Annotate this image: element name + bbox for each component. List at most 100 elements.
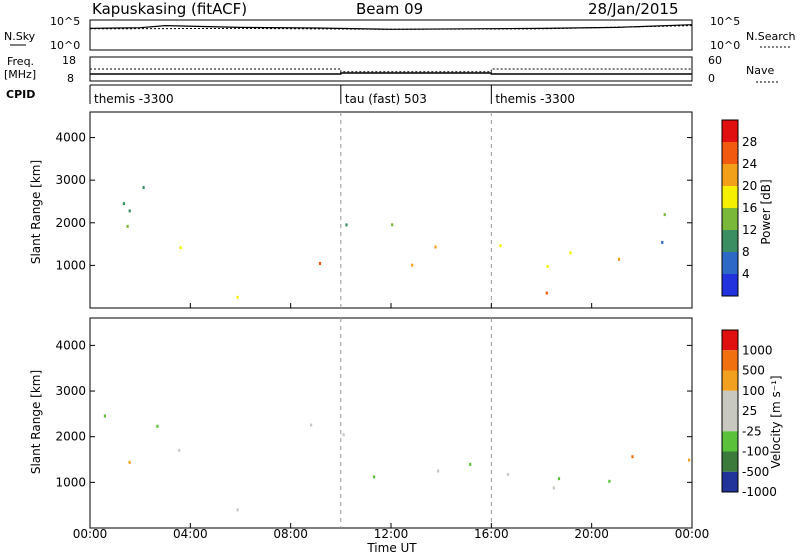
cpid-segment-1: tau (fast) 503 xyxy=(345,92,427,106)
nave-tick-top: 60 xyxy=(708,54,722,67)
heatmap-cell xyxy=(437,469,440,473)
colorbar-segment xyxy=(722,142,738,164)
colorbar-segment xyxy=(722,230,738,252)
y-tick-label: 1000 xyxy=(55,258,86,272)
noise-right-tick-top: 10^5 xyxy=(710,15,740,28)
heatmap-cell xyxy=(569,251,572,255)
colorbar-segment xyxy=(722,164,738,186)
noise-search-series xyxy=(89,25,693,30)
frequency-series xyxy=(90,72,692,75)
heatmap-cell xyxy=(411,263,414,267)
colorbar-segment xyxy=(722,451,738,472)
colorbar-segment xyxy=(722,390,738,412)
velocity-colorbar-label: Velocity [m s⁻¹] xyxy=(769,375,783,468)
colorbar-segment xyxy=(722,471,738,493)
heatmap-cell xyxy=(663,213,666,217)
heatmap-cell xyxy=(142,186,145,189)
colorbar-tick-label: 1000 xyxy=(742,343,773,357)
heatmap-cell xyxy=(310,423,313,427)
y-tick-label: 4000 xyxy=(55,338,86,352)
heatmap-cell xyxy=(345,223,348,227)
noise-left-tick-top: 10^5 xyxy=(50,15,80,28)
colorbar-tick-label: 4 xyxy=(742,267,750,281)
heatmap-cell xyxy=(342,433,345,437)
radar-title: Kapuskasing (fitACF) xyxy=(92,0,247,18)
y-tick-label: 4000 xyxy=(55,131,86,145)
heatmap-cell xyxy=(103,414,106,418)
colorbar-tick-label: 25 xyxy=(742,404,757,418)
cpid-segment-0: themis -3300 xyxy=(94,92,174,106)
heatmap-cell xyxy=(608,479,611,483)
colorbar-frame xyxy=(721,329,739,493)
x-tick-label: 00:00 xyxy=(675,527,710,541)
colorbar-tick-label: 28 xyxy=(742,135,757,149)
heatmap-cell xyxy=(318,262,322,265)
heatmap-cell xyxy=(469,462,472,466)
cpid-label: CPID xyxy=(6,88,35,101)
power-panel: 1000 2000 3000 4000 Slant Range [km] 28 24 20… xyxy=(29,111,773,309)
colorbar-segment xyxy=(722,120,738,142)
noise-sky-series xyxy=(89,24,693,30)
date-label: 28/Jan/2015 xyxy=(588,0,679,18)
noise-panel: N.Sky 10^5 10^0 10^5 10^0 N.Search xyxy=(4,15,796,52)
frequency-tick-top: 18 xyxy=(62,54,76,67)
noise-right-label: N.Search xyxy=(746,30,796,43)
heatmap-cell xyxy=(617,257,621,261)
colorbar-segment xyxy=(722,350,738,371)
heatmap-cell xyxy=(179,246,182,250)
cpid-panel: CPID themis -3300 tau (fast) 503 themis -3… xyxy=(6,84,692,106)
noise-right-tick-bottom: 10^0 xyxy=(710,39,740,52)
x-tick-label: 16:00 xyxy=(474,527,509,541)
heatmap-cell xyxy=(122,202,125,206)
heatmap-cell xyxy=(661,240,664,244)
noise-left-tick-bottom: 10^0 xyxy=(50,39,80,52)
noise-left-label: N.Sky xyxy=(4,30,36,43)
cpid-segment-2: themis -3300 xyxy=(495,92,575,106)
colorbar-tick-label: -500 xyxy=(742,465,769,479)
y-tick-label: 2000 xyxy=(55,216,86,230)
y-tick-label: 2000 xyxy=(55,430,86,444)
colorbar-segment xyxy=(722,252,738,274)
colorbar-segment xyxy=(722,431,738,452)
beam-label: Beam 09 xyxy=(356,0,423,18)
heatmap-cell xyxy=(156,424,159,428)
y-tick-label: 3000 xyxy=(55,173,86,187)
colorbar-tick-label: 12 xyxy=(742,223,757,237)
colorbar-segment xyxy=(722,370,738,391)
heatmap-cell xyxy=(236,295,239,299)
heatmap-cell xyxy=(688,458,691,462)
frequency-panel: Freq. [MHz] 18 8 60 0 Nave xyxy=(4,54,778,85)
colorbar-tick-label: -100 xyxy=(742,445,769,459)
y-tick-label: 1000 xyxy=(55,475,86,489)
velocity-panel: 1000 2000 3000 4000 Slant Range [km] 1000 50… xyxy=(29,317,783,554)
colorbar-segment xyxy=(722,274,738,296)
heatmap-cell xyxy=(372,475,376,479)
colorbar-tick-label: 16 xyxy=(742,201,757,215)
heatmap-cell xyxy=(546,264,549,268)
heatmap-cell xyxy=(128,460,131,464)
heatmap-cell xyxy=(557,477,561,481)
x-tick-label: 08:00 xyxy=(273,527,308,541)
colorbar-tick-label: -25 xyxy=(742,424,762,438)
x-tick-label: 00:00 xyxy=(73,527,108,541)
power-ylabel: Slant Range [km] xyxy=(29,160,43,264)
heatmap-cell xyxy=(499,244,502,248)
heatmap-cell xyxy=(126,224,129,228)
colorbar-tick-label: 500 xyxy=(742,364,765,378)
colorbar-tick-label: 24 xyxy=(742,157,757,171)
velocity-panel-frame xyxy=(89,317,693,529)
colorbar-tick-label: 100 xyxy=(742,384,765,398)
power-panel-frame xyxy=(89,111,693,309)
heatmap-cell xyxy=(236,508,239,512)
heatmap-cell xyxy=(631,455,634,459)
x-tick-label: 20:00 xyxy=(574,527,609,541)
heatmap-cell xyxy=(545,291,548,295)
colorbar-segment xyxy=(722,208,738,230)
nave-tick-bottom: 0 xyxy=(708,72,715,85)
power-colorbar-label: Power [dB] xyxy=(759,179,773,244)
colorbar-segment xyxy=(722,186,738,208)
nave-label: Nave xyxy=(746,64,774,77)
heatmap-cell xyxy=(128,209,131,213)
frequency-label-line2: [MHz] xyxy=(4,68,36,81)
nave-series xyxy=(90,68,692,73)
